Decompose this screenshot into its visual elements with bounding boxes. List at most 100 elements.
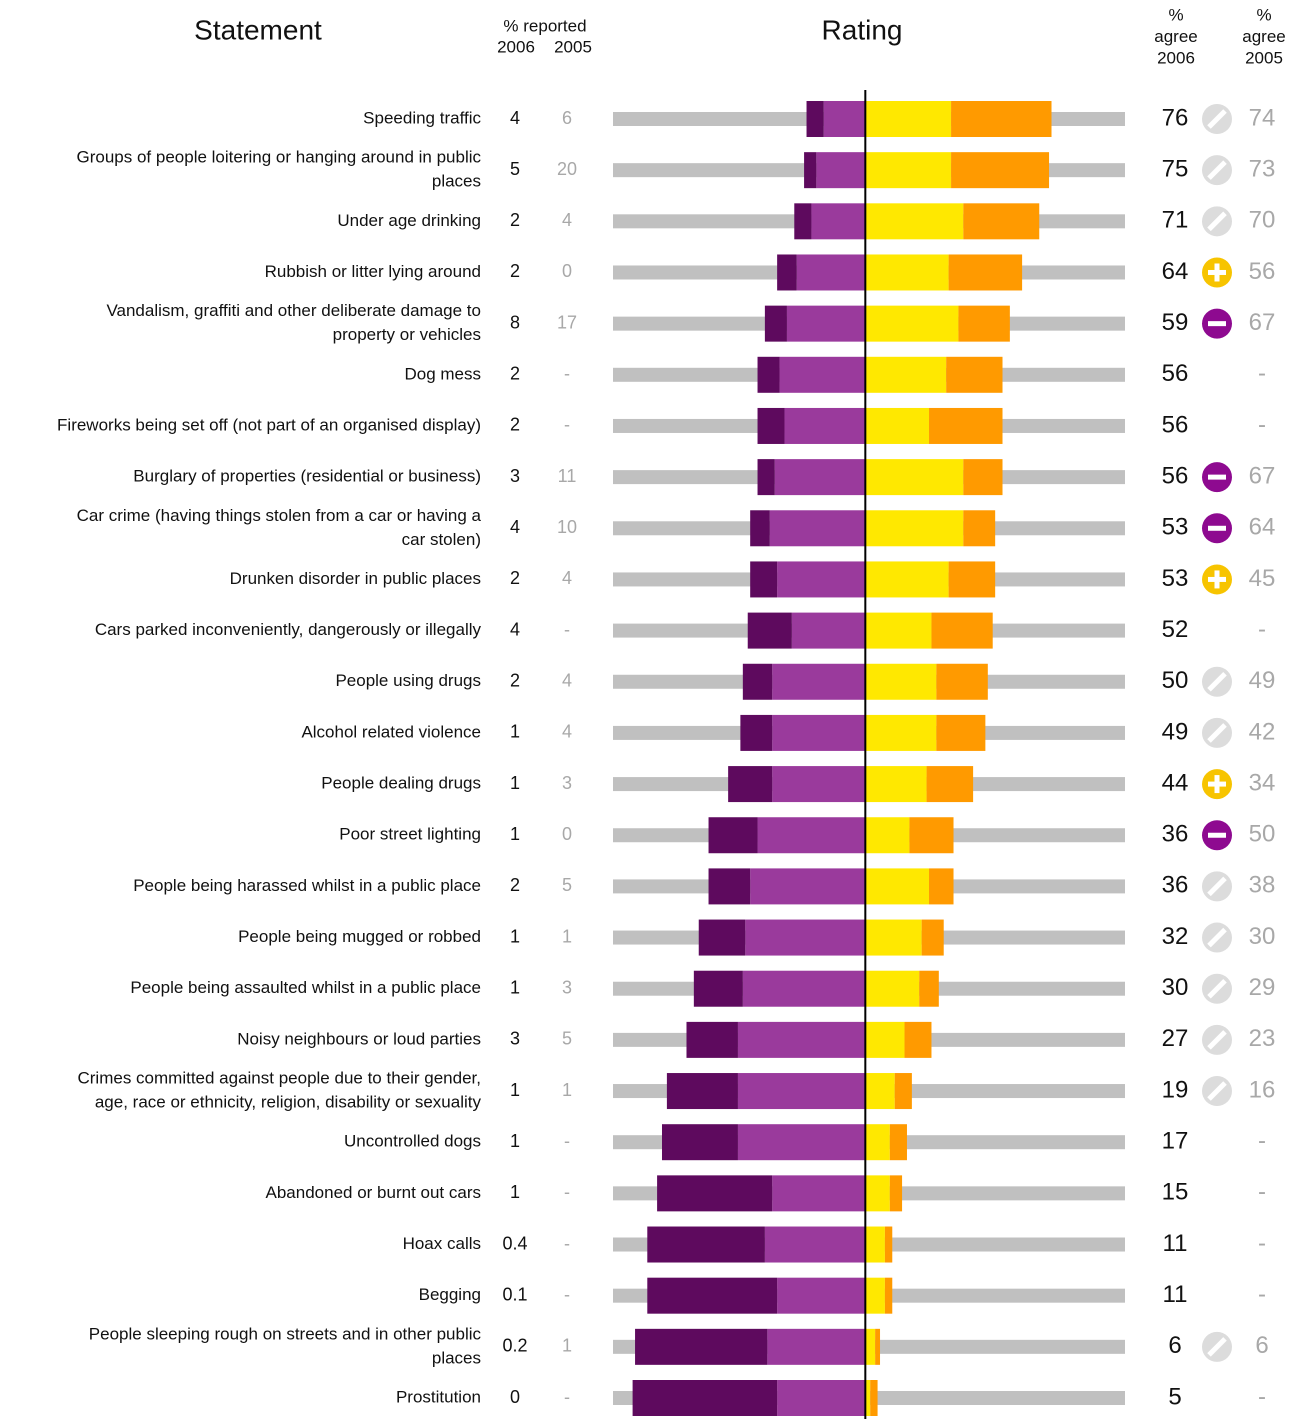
bar-segment xyxy=(777,1380,866,1416)
agree-2005: - xyxy=(1258,1179,1266,1206)
statement: People sleeping rough on streets and in … xyxy=(89,1324,482,1343)
reported-2006: 1 xyxy=(510,773,520,793)
statement: Abandoned or burnt out cars xyxy=(266,1183,481,1202)
reported-2006: 5 xyxy=(510,159,520,179)
statement: Noisy neighbours or loud parties xyxy=(237,1029,481,1048)
agree-2005: 30 xyxy=(1249,923,1276,950)
minus xyxy=(1208,321,1226,327)
bar-segment xyxy=(708,868,751,905)
change-icon-same xyxy=(1202,104,1232,134)
bar-segment xyxy=(708,817,758,854)
minus xyxy=(1208,525,1226,531)
agree-header: 2005 xyxy=(1245,48,1283,67)
agree-header: agree xyxy=(1154,27,1197,46)
bar-segment xyxy=(750,868,866,905)
slash xyxy=(1207,978,1227,999)
slash xyxy=(1207,1081,1227,1101)
reported-2006: 2 xyxy=(510,261,520,281)
reported-2005: 4 xyxy=(562,210,572,230)
agree-2005: 74 xyxy=(1249,104,1276,131)
agree-2005: 70 xyxy=(1249,207,1276,234)
bar-segment xyxy=(772,1175,866,1212)
statement: Poor street lighting xyxy=(339,825,481,844)
statement: Drunken disorder in public places xyxy=(230,569,481,588)
statement: property or vehicles xyxy=(333,325,481,344)
bar-segment xyxy=(865,817,910,854)
bar-segment xyxy=(661,1124,738,1161)
agree-2005: 49 xyxy=(1249,667,1276,694)
bar-segment xyxy=(865,919,922,956)
bar-segment xyxy=(865,612,932,649)
reported-2005: 6 xyxy=(562,108,572,128)
agree-2005: 67 xyxy=(1249,462,1276,489)
bar-segment xyxy=(737,1021,866,1058)
bar-segment xyxy=(784,407,866,444)
bar-segment xyxy=(806,101,824,137)
change-icon-same xyxy=(1202,1024,1232,1055)
agree-2005: 38 xyxy=(1249,872,1276,899)
bar-segment xyxy=(728,766,773,803)
agree-2006: 76 xyxy=(1162,104,1189,131)
bar-segment xyxy=(647,1277,778,1314)
change-icon-same xyxy=(1202,155,1232,186)
slash xyxy=(1207,1030,1227,1050)
bar-segment xyxy=(693,970,743,1007)
agree-2006: 11 xyxy=(1163,1230,1188,1257)
reported-2006: 1 xyxy=(510,1080,520,1100)
bar-segment xyxy=(635,1328,768,1365)
agree-2006: 5 xyxy=(1168,1383,1181,1410)
reported-2006-header: 2006 xyxy=(497,37,535,56)
plus-vertical xyxy=(1214,775,1220,794)
bar-segment xyxy=(958,305,1010,342)
bar-segment xyxy=(791,612,866,649)
bar-segment xyxy=(865,1124,890,1161)
bar-segment xyxy=(894,1073,912,1110)
bar-segment xyxy=(865,510,964,547)
agree-2006: 30 xyxy=(1162,974,1189,1001)
bar-segment xyxy=(865,305,959,342)
agree-2006: 56 xyxy=(1162,462,1189,489)
reported-2006: 2 xyxy=(510,415,520,435)
bar-segment xyxy=(647,1226,765,1263)
bar-segment xyxy=(794,203,812,240)
reported-2005: 0 xyxy=(562,824,572,844)
agree-2006: 36 xyxy=(1162,821,1189,848)
slash xyxy=(1207,109,1227,129)
agree-header: agree xyxy=(1242,27,1285,46)
bar-segment xyxy=(865,1226,885,1263)
bar-segment xyxy=(632,1380,778,1416)
statement: car stolen) xyxy=(402,530,481,549)
statement: Uncontrolled dogs xyxy=(344,1132,481,1151)
bar-segment xyxy=(948,561,996,598)
reported-2005: 4 xyxy=(562,671,572,691)
reported-2006: 4 xyxy=(510,108,520,128)
reported-2006: 4 xyxy=(510,517,520,537)
bar-segment xyxy=(750,561,778,598)
slash xyxy=(1207,211,1227,232)
reported-2005: - xyxy=(564,1131,570,1151)
bar-segment xyxy=(786,305,866,342)
statement: Crimes committed against people due to t… xyxy=(77,1069,481,1088)
agree-2005: - xyxy=(1258,1281,1266,1308)
slash xyxy=(1207,1337,1227,1357)
slash xyxy=(1207,723,1227,743)
agree-2005: 29 xyxy=(1249,974,1276,1001)
reported-2006: 8 xyxy=(510,312,520,332)
bar-segment xyxy=(865,1021,905,1058)
statement: Prostitution xyxy=(396,1387,481,1406)
bar-segment xyxy=(948,254,1023,291)
rating-header: Rating xyxy=(822,14,903,45)
bar-segment xyxy=(823,101,866,137)
reported-2006: 0.2 xyxy=(502,1336,527,1356)
bar-segment xyxy=(951,101,1052,137)
agree-2006: 56 xyxy=(1162,360,1189,387)
agree-2005: 64 xyxy=(1249,514,1276,541)
bar-segment xyxy=(865,1328,876,1365)
agree-2006: 75 xyxy=(1162,156,1189,183)
bar-segment xyxy=(889,1175,903,1212)
statement: Cars parked inconveniently, dangerously … xyxy=(95,620,482,639)
bar-segment xyxy=(757,407,785,444)
bar-segment xyxy=(865,459,964,496)
agree-2006: 53 xyxy=(1162,565,1189,592)
